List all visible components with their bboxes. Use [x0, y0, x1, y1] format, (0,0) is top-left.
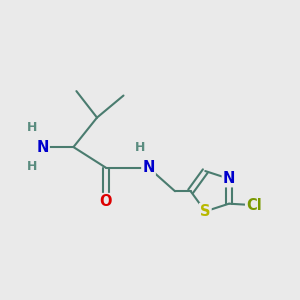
Text: N: N — [36, 140, 49, 154]
Text: Cl: Cl — [246, 198, 262, 213]
Text: N: N — [142, 160, 155, 175]
Text: H: H — [27, 160, 38, 173]
Text: O: O — [100, 194, 112, 209]
Text: H: H — [27, 122, 38, 134]
Text: H: H — [134, 141, 145, 154]
Text: N: N — [223, 171, 235, 186]
Text: S: S — [200, 204, 211, 219]
